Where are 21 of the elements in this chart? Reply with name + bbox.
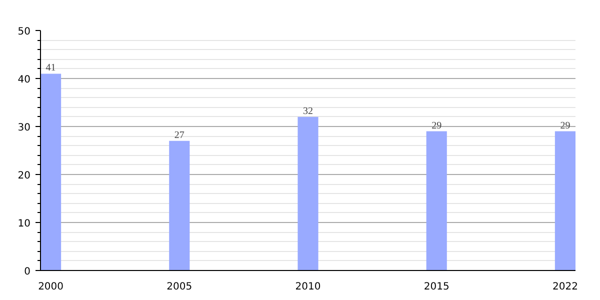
x-tick-label: 2005: [166, 282, 192, 292]
data-label: 29: [432, 120, 442, 132]
data-label: 41: [46, 62, 56, 74]
y-tick-label: 30: [18, 122, 31, 134]
data-label: 32: [303, 106, 313, 117]
y-tick-label: 0: [24, 266, 31, 278]
y-tick-label: 50: [18, 26, 31, 38]
x-tick-label: 2015: [424, 282, 450, 292]
y-tick-label: 20: [18, 170, 31, 182]
bar: [426, 131, 447, 270]
y-tick-label: 40: [18, 74, 31, 86]
data-label: 27: [174, 130, 184, 141]
bar: [40, 74, 62, 270]
y-tick-label: 10: [18, 218, 31, 230]
bar: [554, 131, 576, 270]
x-tick-label: 2010: [295, 282, 321, 292]
bar: [298, 116, 318, 270]
x-tick-label: 2000: [38, 282, 64, 292]
x-tick-label: 2022: [552, 282, 578, 292]
data-label: 29: [560, 120, 570, 132]
bar: [169, 140, 190, 270]
